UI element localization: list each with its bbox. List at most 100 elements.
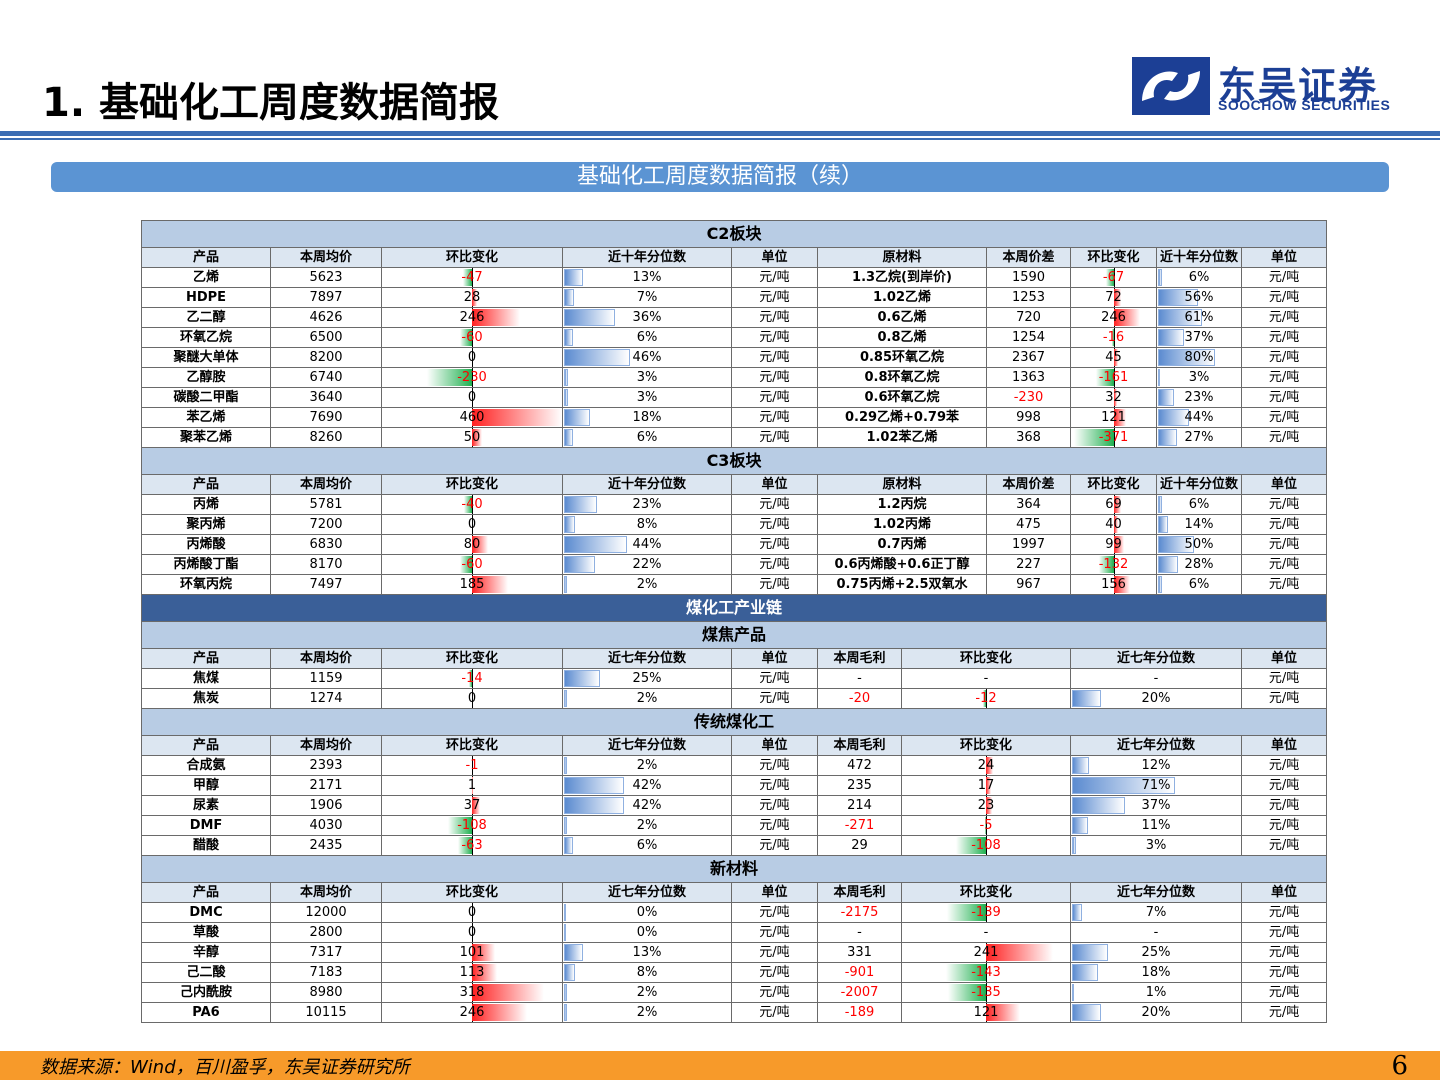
raw-material: 1.02乙烯 bbox=[818, 288, 987, 308]
ten-year-percentile: 18% bbox=[563, 408, 732, 428]
cell-text: -67 bbox=[1103, 270, 1124, 285]
cell-text: 44% bbox=[1185, 410, 1214, 425]
price-change: 318 bbox=[382, 983, 563, 1003]
product-name: 己内酰胺 bbox=[142, 983, 271, 1003]
price-change: -47 bbox=[382, 268, 563, 288]
price-change: -60 bbox=[382, 328, 563, 348]
margin-percentile: - bbox=[1071, 669, 1242, 689]
section-title: 煤化工产业链 bbox=[142, 595, 1327, 622]
margin-percentile: 11% bbox=[1071, 816, 1242, 836]
raw-material: 0.6环氧乙烷 bbox=[818, 388, 987, 408]
seven-year-percentile: 0% bbox=[563, 903, 732, 923]
percentile-bar bbox=[564, 269, 583, 286]
column-header: 环比变化 bbox=[382, 475, 563, 495]
cell-text: -108 bbox=[457, 818, 487, 833]
column-header: 近七年分位数 bbox=[563, 883, 732, 903]
percentile-bar bbox=[1072, 837, 1076, 854]
column-header-row: 产品本周均价环比变化近十年分位数单位原材料本周价差环比变化近十年分位数单位 bbox=[142, 248, 1327, 268]
weekly-margin: 29 bbox=[818, 836, 902, 856]
column-header: 近十年分位数 bbox=[563, 248, 732, 268]
cell-text: 8% bbox=[637, 965, 658, 980]
seven-year-percentile: 2% bbox=[563, 1003, 732, 1023]
weekly-margin: 472 bbox=[818, 756, 902, 776]
cell-text: 37 bbox=[464, 798, 481, 813]
cell-text: - bbox=[1154, 671, 1159, 686]
price-change: 246 bbox=[382, 1003, 563, 1023]
cell-text: 71% bbox=[1142, 778, 1171, 793]
ten-year-percentile: 3% bbox=[563, 388, 732, 408]
percentile-bar bbox=[564, 389, 568, 406]
unit: 元/吨 bbox=[732, 555, 818, 575]
data-table: C2板块产品本周均价环比变化近十年分位数单位原材料本周价差环比变化近十年分位数单… bbox=[141, 220, 1327, 1023]
price-change: -14 bbox=[382, 669, 563, 689]
spread-percentile: 50% bbox=[1157, 535, 1242, 555]
cell-text: 99 bbox=[1105, 537, 1122, 552]
unit: 元/吨 bbox=[732, 689, 818, 709]
margin-percentile: 3% bbox=[1071, 836, 1242, 856]
cell-text: - bbox=[984, 671, 989, 686]
column-header: 环比变化 bbox=[902, 649, 1071, 669]
cell-text: 50 bbox=[464, 430, 481, 445]
margin-change: - bbox=[902, 669, 1071, 689]
column-header: 环比变化 bbox=[902, 883, 1071, 903]
page-title: 1. 基础化工周度数据简报 bbox=[42, 70, 499, 128]
unit: 元/吨 bbox=[732, 348, 818, 368]
percentile-bar bbox=[1072, 1004, 1101, 1021]
margin-change: -5 bbox=[902, 816, 1071, 836]
seven-year-percentile: 42% bbox=[563, 776, 732, 796]
cell-text: 3% bbox=[637, 390, 658, 405]
seven-year-percentile: 2% bbox=[563, 756, 732, 776]
cell-text: 72 bbox=[1105, 290, 1122, 305]
ten-year-percentile: 44% bbox=[563, 535, 732, 555]
percentile-bar bbox=[564, 329, 573, 346]
cell-text: 40 bbox=[1105, 517, 1122, 532]
percentile-bar bbox=[564, 964, 575, 981]
weekly-margin: 214 bbox=[818, 796, 902, 816]
weekly-price: 8260 bbox=[271, 428, 382, 448]
percentile-bar bbox=[564, 496, 597, 513]
margin-change: -108 bbox=[902, 836, 1071, 856]
weekly-spread: -230 bbox=[987, 388, 1071, 408]
unit: 元/吨 bbox=[732, 408, 818, 428]
column-header-row: 产品本周均价环比变化近十年分位数单位原材料本周价差环比变化近十年分位数单位 bbox=[142, 475, 1327, 495]
margin-percentile: 12% bbox=[1071, 756, 1242, 776]
weekly-price: 10115 bbox=[271, 1003, 382, 1023]
column-header: 本周均价 bbox=[271, 883, 382, 903]
unit: 元/吨 bbox=[732, 963, 818, 983]
price-change: 0 bbox=[382, 515, 563, 535]
cell-text: 318 bbox=[460, 985, 485, 1000]
weekly-price: 5623 bbox=[271, 268, 382, 288]
cell-text: 7% bbox=[637, 290, 658, 305]
unit: 元/吨 bbox=[732, 288, 818, 308]
raw-material: 0.8乙烯 bbox=[818, 328, 987, 348]
product-name: 甲醇 bbox=[142, 776, 271, 796]
raw-material: 1.02苯乙烯 bbox=[818, 428, 987, 448]
cell-text: 156 bbox=[1101, 577, 1126, 592]
percentile-bar bbox=[564, 757, 567, 774]
percentile-bar bbox=[564, 944, 583, 961]
unit: 元/吨 bbox=[1242, 535, 1327, 555]
cell-text: 42% bbox=[633, 798, 662, 813]
cell-text: -108 bbox=[971, 838, 1001, 853]
product-name: PA6 bbox=[142, 1003, 271, 1023]
unit: 元/吨 bbox=[732, 923, 818, 943]
unit: 元/吨 bbox=[1242, 328, 1327, 348]
percentile-bar bbox=[564, 690, 567, 707]
raw-material: 1.02丙烯 bbox=[818, 515, 987, 535]
spread-change: 69 bbox=[1071, 495, 1157, 515]
cell-text: 42% bbox=[633, 778, 662, 793]
price-change: -108 bbox=[382, 816, 563, 836]
cell-text: -230 bbox=[457, 370, 487, 385]
seven-year-percentile: 13% bbox=[563, 943, 732, 963]
percentile-bar bbox=[564, 670, 600, 687]
weekly-spread: 998 bbox=[987, 408, 1071, 428]
column-header: 产品 bbox=[142, 736, 271, 756]
margin-percentile: 1% bbox=[1071, 983, 1242, 1003]
cell-text: 18% bbox=[1142, 965, 1171, 980]
cell-text: -47 bbox=[461, 270, 482, 285]
